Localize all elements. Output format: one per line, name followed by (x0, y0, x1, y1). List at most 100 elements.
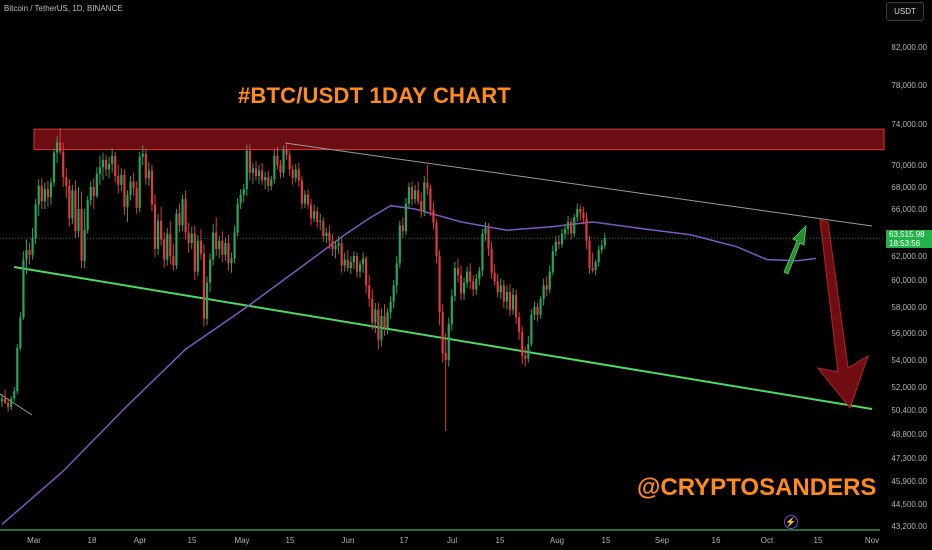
candle-body (71, 190, 74, 219)
y-tick-label: 45,900.00 (891, 477, 927, 486)
candle-body (218, 240, 221, 249)
candle-body (410, 187, 414, 200)
candle-body (444, 353, 447, 360)
candle-body (380, 316, 383, 340)
candle-body (478, 270, 481, 279)
candle-body (254, 168, 258, 176)
candle-body (129, 181, 132, 195)
candle-body (251, 168, 255, 173)
candle-body (462, 282, 466, 294)
candle-body (398, 225, 401, 264)
candle-body (59, 142, 62, 152)
candle-body (576, 209, 579, 218)
y-tick-label: 62,000.00 (891, 252, 927, 261)
x-tick-label: 16 (712, 536, 721, 545)
candle-body (224, 243, 227, 255)
candle-body (560, 233, 564, 245)
downtrend-line (284, 142, 873, 227)
candle-body (276, 155, 279, 165)
candle-body (600, 245, 603, 251)
candle-body (453, 268, 456, 297)
y-tick-label: 74,000.00 (891, 120, 927, 129)
candle-body (340, 243, 343, 266)
x-tick-label: Mar (27, 536, 41, 545)
candle-body (46, 189, 49, 197)
x-tick-label: 15 (496, 536, 505, 545)
candle-body (542, 285, 545, 299)
candle-body (573, 217, 576, 234)
candle-body (588, 240, 591, 268)
y-tick-label: 78,000.00 (891, 81, 927, 90)
x-tick-label: 18 (88, 536, 97, 545)
candle-body (554, 241, 557, 252)
candle-body (325, 232, 328, 237)
candle-body (68, 185, 71, 219)
candle-body (404, 203, 408, 232)
candle-body (505, 292, 508, 302)
candle-body (230, 258, 233, 264)
candle-body (248, 150, 251, 173)
candle-body (285, 149, 288, 155)
candle-body (496, 281, 499, 293)
candle-body (484, 227, 487, 234)
symbol-title[interactable]: Bitcoin / TetherUS, 1D, BINANCE (4, 4, 123, 13)
y-tick-label: 70,000.00 (891, 161, 927, 170)
candle-body (401, 225, 404, 232)
y-tick-label: 58,000.00 (891, 303, 927, 312)
candle-body (490, 248, 493, 273)
candle-body (55, 142, 59, 153)
x-tick-label: Aug (550, 536, 564, 545)
candle-body (160, 220, 163, 240)
y-tick-label: 60,000.00 (891, 276, 927, 285)
candle-body (518, 317, 521, 332)
candle-body (279, 165, 282, 173)
candle-body (597, 250, 600, 262)
candle-body (438, 256, 441, 313)
candle-body (62, 151, 65, 178)
candle-body (423, 182, 426, 212)
candle-body (65, 177, 68, 186)
candle-body (104, 159, 108, 170)
y-tick-label: 56,000.00 (891, 329, 927, 338)
candle-body (582, 212, 585, 219)
x-tick-label: Sep (655, 536, 670, 545)
candle-body (150, 170, 154, 205)
candle-body (163, 239, 166, 260)
candle-body (114, 155, 117, 176)
x-tick-label: 15 (286, 536, 295, 545)
candle-body (291, 169, 294, 179)
candle-body (499, 285, 502, 293)
candle-body (435, 223, 438, 256)
candle-body (227, 243, 230, 264)
candle-body (169, 233, 172, 256)
candle-body (10, 398, 13, 408)
candle-body (181, 199, 184, 226)
currency-button[interactable]: USDT (886, 2, 924, 21)
candle-body (392, 285, 395, 302)
candle-body (377, 309, 380, 340)
candle-body (524, 355, 527, 359)
candle-body (153, 204, 157, 249)
candle-body (303, 194, 307, 204)
candle-body (527, 343, 530, 359)
candle-body (172, 256, 175, 266)
candle-body (166, 233, 169, 260)
candle-body (205, 282, 209, 319)
candle-body (349, 262, 352, 268)
lightning-icon[interactable]: ⚡ (784, 515, 798, 529)
candle-body (395, 263, 398, 286)
candle-body (420, 201, 423, 212)
candle-body (346, 259, 349, 268)
x-tick-label: Apr (134, 536, 147, 545)
candle-body (13, 391, 16, 399)
candle-body (0, 398, 4, 402)
candle-body (533, 307, 536, 315)
candle-body (300, 180, 303, 204)
bar-countdown: 18:53:56 (889, 239, 921, 248)
candle-body (358, 264, 362, 272)
candle-body (309, 204, 313, 219)
candle-body (386, 312, 389, 328)
candle-body (536, 307, 539, 315)
candle-body (331, 240, 334, 249)
